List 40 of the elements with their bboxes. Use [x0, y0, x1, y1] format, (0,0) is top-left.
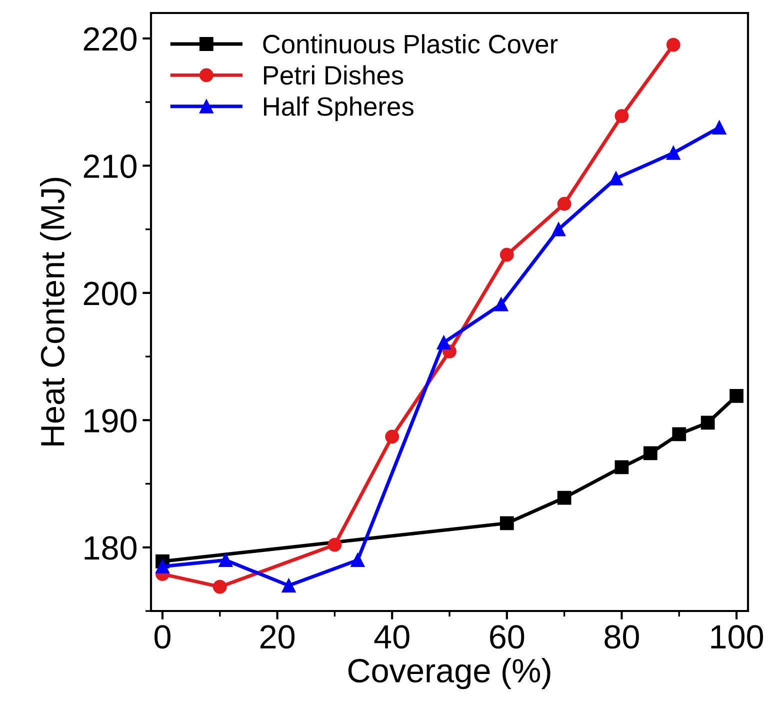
legend-label: Continuous Plastic Cover: [263, 34, 558, 54]
y-tick-label: 210: [84, 154, 137, 178]
point: [328, 538, 342, 552]
point: [643, 446, 658, 460]
point: [614, 109, 629, 124]
point: [385, 430, 400, 444]
x-tick-label: 40: [374, 625, 410, 649]
point: [730, 389, 744, 403]
point: [700, 416, 715, 430]
legend-label: Petri Dishes: [264, 65, 404, 85]
point: [614, 460, 629, 474]
point: [666, 146, 680, 160]
point: [156, 560, 170, 574]
x-tick-label: 60: [490, 625, 524, 649]
point: [218, 553, 233, 568]
point: [666, 38, 680, 52]
y-tick-label: 190: [84, 408, 137, 433]
point: [282, 578, 296, 592]
legend-label: Half Spheres: [264, 96, 414, 122]
y-axis-title: Heat Content (MJ): [40, 178, 72, 446]
y-tick-label: 220: [84, 27, 137, 51]
point: [557, 490, 572, 505]
y-tick-label: 180: [84, 536, 137, 560]
y-tick-label: 200: [84, 282, 137, 306]
x-tick-label: 100: [711, 625, 764, 649]
x-tick-label: 80: [604, 625, 639, 649]
point: [557, 196, 572, 211]
point: [436, 336, 451, 350]
point: [672, 427, 686, 442]
point: [500, 248, 514, 262]
x-tick-label: 20: [260, 625, 295, 649]
point: [712, 120, 726, 134]
point: [609, 171, 623, 186]
x-axis-title: Coverage (%): [348, 658, 550, 690]
x-tick-label: 0: [154, 625, 170, 649]
point: [350, 553, 365, 568]
point: [552, 222, 566, 236]
point: [494, 297, 508, 312]
point: [500, 516, 514, 530]
point: [212, 580, 227, 594]
